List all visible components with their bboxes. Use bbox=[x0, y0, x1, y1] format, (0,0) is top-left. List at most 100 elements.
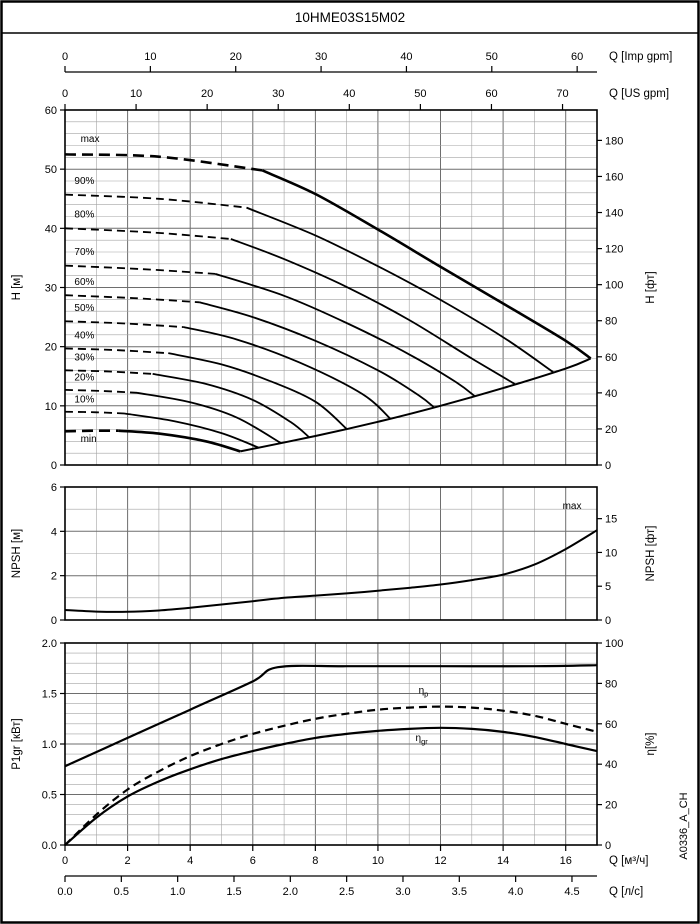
curve-speed-max bbox=[64, 153, 263, 172]
y2-tick-label: 20 bbox=[605, 800, 617, 812]
y-tick-label: 20 bbox=[45, 342, 57, 354]
y-tick-label: 60 bbox=[45, 105, 57, 117]
curve-speed-20 bbox=[64, 388, 138, 394]
y2-tick-label: 100 bbox=[605, 638, 623, 650]
y2-axis-label: H [фт] bbox=[645, 271, 657, 303]
imp-gpm-tick-label: 30 bbox=[315, 51, 327, 63]
ls-tick-label: 4.5 bbox=[564, 886, 579, 898]
y-tick-label: 0.5 bbox=[42, 790, 57, 802]
curve-speed-10 bbox=[64, 410, 125, 415]
us-gpm-tick-label: 60 bbox=[485, 88, 497, 100]
y2-axis-label: η[%] bbox=[645, 732, 657, 755]
curve-speed-max bbox=[261, 169, 592, 360]
curve-speed-80 bbox=[230, 238, 517, 386]
annotation-40: 40% bbox=[74, 330, 94, 341]
annotation-max: max bbox=[563, 501, 582, 512]
y2-tick-label: 80 bbox=[605, 316, 617, 328]
annotation-80: 80% bbox=[74, 210, 94, 221]
ls-tick-label: 3.0 bbox=[395, 886, 410, 898]
y-tick-label: 10 bbox=[45, 401, 57, 413]
us-gpm-tick-label: 20 bbox=[201, 88, 213, 100]
m3h-tick-label: 0 bbox=[62, 855, 68, 867]
curve-speed-90 bbox=[246, 206, 554, 373]
annotation-subscript: p bbox=[424, 690, 428, 699]
curve-p1gr-max bbox=[64, 664, 598, 768]
y-tick-label: 1.0 bbox=[42, 739, 57, 751]
y2-tick-label: 0 bbox=[605, 840, 611, 852]
curve-max-flow-envelope bbox=[240, 357, 592, 453]
y-tick-label: 50 bbox=[45, 164, 57, 176]
imp-gpm-tick-label: 50 bbox=[486, 51, 498, 63]
annotation-subscript: gr bbox=[421, 737, 428, 746]
curve-speed-min bbox=[118, 429, 241, 453]
y-tick-label: 0 bbox=[51, 615, 57, 627]
y-axis-label: H [м] bbox=[11, 275, 23, 301]
curve-eta-p bbox=[64, 705, 598, 846]
y2-axis-label: NPSH [фт] bbox=[645, 525, 657, 581]
y2-tick-label: 180 bbox=[605, 135, 623, 147]
y2-tick-label: 0 bbox=[605, 460, 611, 472]
y-tick-label: 2.0 bbox=[42, 638, 57, 650]
ls-tick-label: 1.5 bbox=[226, 886, 241, 898]
y2-tick-label: 80 bbox=[605, 678, 617, 690]
curve-speed-70 bbox=[214, 273, 476, 398]
imp-gpm-tick-label: 0 bbox=[62, 51, 68, 63]
m3h-tick-label: 10 bbox=[372, 855, 384, 867]
imp-gpm-tick-label: 20 bbox=[230, 51, 242, 63]
curve-speed-80 bbox=[64, 227, 231, 240]
chart-title: 10HME03S15M02 bbox=[295, 10, 405, 25]
ls-tick-label: 2.0 bbox=[283, 886, 298, 898]
y2-tick-label: 40 bbox=[605, 759, 617, 771]
y-tick-label: 4 bbox=[51, 526, 57, 538]
ls-tick-label: 2.5 bbox=[339, 886, 354, 898]
curve-speed-60 bbox=[64, 294, 200, 304]
y-tick-label: 0.0 bbox=[42, 840, 57, 852]
y2-tick-label: 40 bbox=[605, 388, 617, 400]
y2-tick-label: 120 bbox=[605, 244, 623, 256]
m3h-tick-label: 4 bbox=[187, 855, 193, 867]
y-axis-label: P1gr [кВт] bbox=[11, 718, 23, 769]
imp-gpm-axis-label: Q [Imp gpm] bbox=[609, 51, 672, 63]
us-gpm-axis-label: Q [US gpm] bbox=[609, 88, 669, 100]
m3h-axis-label: Q [м³/ч] bbox=[609, 855, 648, 867]
curve-speed-10 bbox=[124, 412, 260, 449]
y2-tick-label: 5 bbox=[605, 581, 611, 593]
ls-tick-label: 0.0 bbox=[57, 886, 72, 898]
annotation-min: min bbox=[81, 434, 97, 445]
y-tick-label: 2 bbox=[51, 571, 57, 583]
us-gpm-tick-label: 0 bbox=[62, 88, 68, 100]
us-gpm-tick-label: 30 bbox=[272, 88, 284, 100]
curve-speed-70 bbox=[64, 264, 216, 275]
ls-tick-label: 3.5 bbox=[452, 886, 467, 898]
y2-tick-label: 160 bbox=[605, 171, 623, 183]
imp-gpm-tick-label: 60 bbox=[571, 51, 583, 63]
curve-speed-30 bbox=[152, 372, 310, 438]
annotation-70: 70% bbox=[74, 247, 94, 258]
curve-speed-60 bbox=[199, 301, 435, 409]
drawing-code: A0336_A_CH bbox=[678, 792, 690, 859]
imp-gpm-tick-label: 40 bbox=[400, 51, 412, 63]
m3h-tick-label: 16 bbox=[560, 855, 572, 867]
y2-tick-label: 60 bbox=[605, 352, 617, 364]
curve-speed-20 bbox=[136, 391, 282, 444]
annotation-max: max bbox=[81, 134, 100, 145]
y-tick-label: 6 bbox=[51, 482, 57, 494]
y-tick-label: 0 bbox=[51, 460, 57, 472]
curve-speed-30 bbox=[64, 369, 153, 375]
curve-eta-gr bbox=[64, 726, 598, 846]
y2-tick-label: 20 bbox=[605, 424, 617, 436]
m3h-tick-label: 12 bbox=[434, 855, 446, 867]
y2-tick-label: 140 bbox=[605, 208, 623, 220]
curve-speed-50 bbox=[183, 326, 392, 420]
m3h-tick-label: 14 bbox=[497, 855, 509, 867]
y-tick-label: 30 bbox=[45, 283, 57, 295]
y2-tick-label: 15 bbox=[605, 514, 617, 526]
y-axis-label: NPSH [м] bbox=[11, 529, 23, 578]
curve-speed-50 bbox=[64, 320, 184, 328]
annotation-50: 50% bbox=[74, 303, 94, 314]
